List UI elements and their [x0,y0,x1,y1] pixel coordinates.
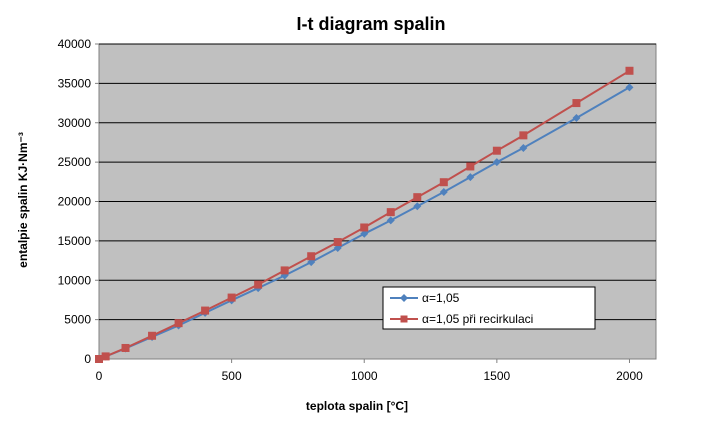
data-point [307,252,316,261]
data-point [227,293,236,302]
data-point [101,352,110,361]
data-point [174,319,183,328]
y-tick-label: 20000 [58,195,92,209]
data-point [492,146,501,155]
data-point [466,173,475,182]
data-point [360,229,369,238]
legend-marker-2 [400,315,408,323]
legend-label-2: α=1,05 při recirkulaci [422,312,533,326]
data-point [280,266,289,275]
legend: α=1,05 α=1,05 při recirkulaci [382,286,596,330]
y-tick-label: 10000 [58,273,92,287]
y-tick-label: 0 [84,352,91,366]
chart-title: I-t diagram spalin [296,14,445,34]
x-tick-label: 500 [222,369,242,383]
data-point [625,66,634,75]
data-point [519,131,528,140]
data-point [386,208,395,217]
data-point [625,83,634,92]
series-layer [95,66,634,363]
x-tick-label: 2000 [616,369,643,383]
y-axis-ticks: 0 5000 10000 15000 20000 25000 30000 35000 40000 [58,37,99,366]
data-point [519,143,528,152]
x-axis-label: teplota spalin [°C] [306,399,408,413]
y-tick-label: 25000 [58,155,92,169]
data-point [492,158,501,167]
data-point [572,99,581,108]
legend-label-1: α=1,05 [422,291,460,305]
data-point [413,193,422,202]
y-axis-label: entalpie spalin KJ·Nm⁻³ [16,132,30,268]
data-point [439,178,448,187]
data-point [201,306,210,315]
data-point [121,343,130,352]
y-tick-label: 5000 [64,313,91,327]
x-axis-ticks: 0 500 1000 1500 2000 [96,359,643,383]
data-point [333,238,342,247]
data-point [148,331,157,340]
gridlines [99,43,656,321]
data-point [386,216,395,225]
y-tick-label: 30000 [58,116,92,130]
legend-box [382,286,596,330]
y-tick-label: 15000 [58,234,92,248]
data-point [572,114,581,123]
y-tick-label: 40000 [58,37,92,51]
data-point [466,162,475,171]
x-tick-label: 0 [96,369,103,383]
series-2 [95,66,634,363]
data-point [360,223,369,232]
data-point [439,188,448,197]
legend-marker-1 [400,294,408,302]
series-line [98,69,631,360]
x-tick-label: 1500 [484,369,511,383]
data-point [95,355,103,363]
series-line [98,86,631,360]
x-tick-label: 1000 [351,369,378,383]
y-tick-label: 35000 [58,76,92,90]
data-point [413,202,422,211]
data-point [254,280,263,289]
